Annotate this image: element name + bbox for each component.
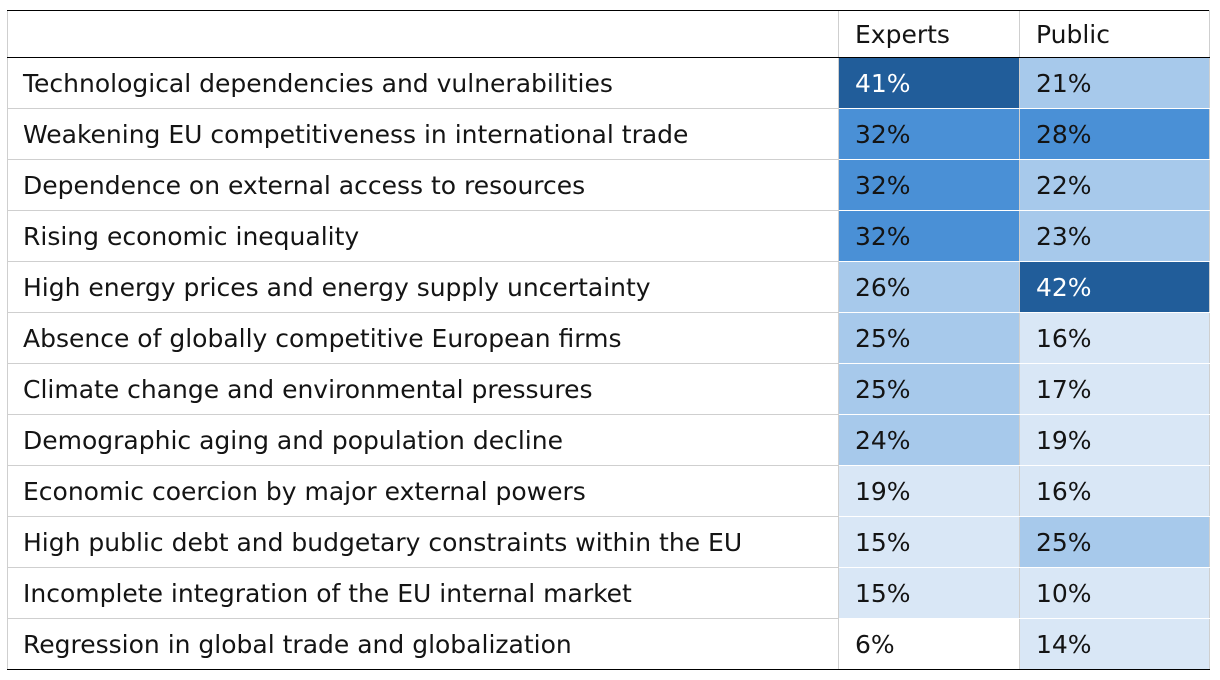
experts-value-cell: 24% [838, 414, 1020, 466]
row-label: Technological dependencies and vulnerabi… [7, 57, 839, 109]
public-value-cell: 19% [1019, 414, 1210, 466]
heatmap-table: Experts Public Technological dependencie… [7, 10, 1210, 670]
row-label: Demographic aging and population decline [7, 414, 839, 466]
row-label: Regression in global trade and globaliza… [7, 618, 839, 670]
experts-value-cell: 32% [838, 159, 1020, 211]
experts-value-cell: 15% [838, 567, 1020, 619]
public-value-cell: 22% [1019, 159, 1210, 211]
row-label: High public debt and budgetary constrain… [7, 516, 839, 568]
row-label: Incomplete integration of the EU interna… [7, 567, 839, 619]
experts-value-cell: 25% [838, 312, 1020, 364]
row-label: High energy prices and energy supply unc… [7, 261, 839, 313]
row-label: Weakening EU competitiveness in internat… [7, 108, 839, 160]
table-row: Absence of globally competitive European… [7, 312, 1210, 364]
table-row: Technological dependencies and vulnerabi… [7, 57, 1210, 109]
public-value-cell: 23% [1019, 210, 1210, 262]
public-value-cell: 16% [1019, 312, 1210, 364]
table-row: Incomplete integration of the EU interna… [7, 567, 1210, 619]
table-row: High energy prices and energy supply unc… [7, 261, 1210, 313]
column-header-experts: Experts [838, 10, 1020, 58]
experts-value-cell: 41% [838, 57, 1020, 109]
table-row: High public debt and budgetary constrain… [7, 516, 1210, 568]
table-row: Rising economic inequality 32% 23% [7, 210, 1210, 262]
table-row: Dependence on external access to resourc… [7, 159, 1210, 211]
experts-value-cell: 19% [838, 465, 1020, 517]
public-value-cell: 21% [1019, 57, 1210, 109]
experts-value-cell: 15% [838, 516, 1020, 568]
table-row: Economic coercion by major external powe… [7, 465, 1210, 517]
experts-value-cell: 32% [838, 210, 1020, 262]
row-label: Economic coercion by major external powe… [7, 465, 839, 517]
public-value-cell: 10% [1019, 567, 1210, 619]
row-label: Rising economic inequality [7, 210, 839, 262]
experts-value-cell: 26% [838, 261, 1020, 313]
header-blank-cell [7, 10, 839, 58]
experts-value-cell: 6% [838, 618, 1020, 670]
row-label: Dependence on external access to resourc… [7, 159, 839, 211]
experts-value-cell: 32% [838, 108, 1020, 160]
table-row: Climate change and environmental pressur… [7, 363, 1210, 415]
table-row: Weakening EU competitiveness in internat… [7, 108, 1210, 160]
table-body: Technological dependencies and vulnerabi… [7, 57, 1210, 670]
public-value-cell: 16% [1019, 465, 1210, 517]
header-row: Experts Public [7, 10, 1210, 58]
table-row: Regression in global trade and globaliza… [7, 618, 1210, 670]
row-label: Climate change and environmental pressur… [7, 363, 839, 415]
table-row: Demographic aging and population decline… [7, 414, 1210, 466]
experts-value-cell: 25% [838, 363, 1020, 415]
public-value-cell: 28% [1019, 108, 1210, 160]
public-value-cell: 17% [1019, 363, 1210, 415]
column-header-public: Public [1019, 10, 1210, 58]
row-label: Absence of globally competitive European… [7, 312, 839, 364]
public-value-cell: 25% [1019, 516, 1210, 568]
public-value-cell: 42% [1019, 261, 1210, 313]
public-value-cell: 14% [1019, 618, 1210, 670]
